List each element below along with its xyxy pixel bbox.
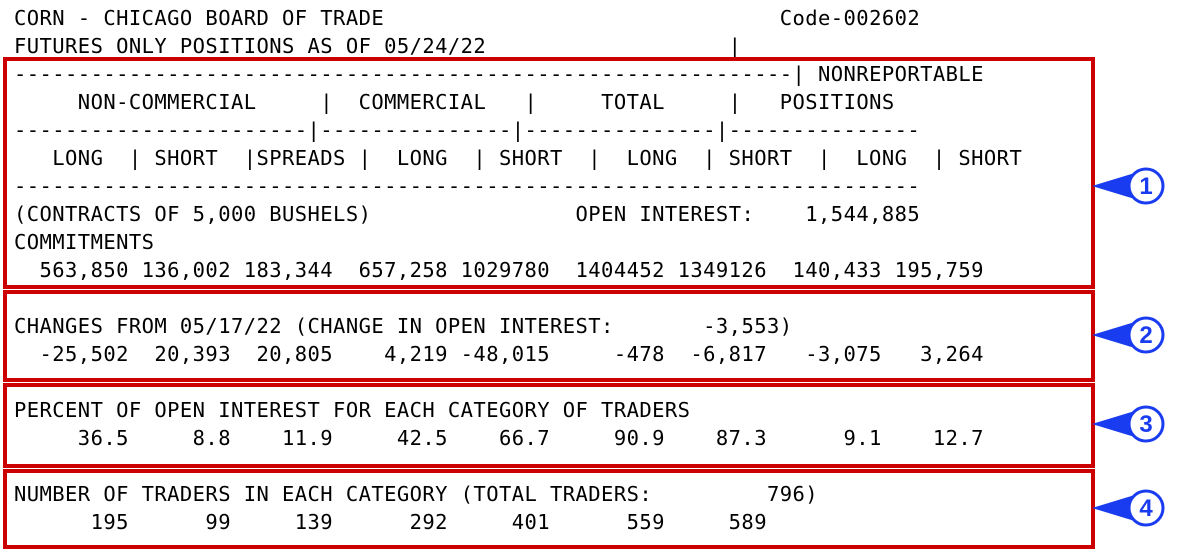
report-code: Code-002602: [779, 6, 921, 30]
percent-label: PERCENT OF OPEN INTEREST FOR EACH CATEGO…: [14, 398, 691, 422]
marker-3: 3: [1090, 402, 1168, 446]
section-box-4: [3, 469, 1095, 549]
line-traders-values: 195 99 139 292 401 559 589: [14, 508, 767, 536]
header-positions: POSITIONS: [741, 90, 933, 114]
report-title: CORN - CHICAGO BOARD OF TRADE: [14, 6, 385, 30]
header-nonreportable: NONREPORTABLE: [818, 62, 984, 86]
line-percent-label: PERCENT OF OPEN INTEREST FOR EACH CATEGO…: [14, 396, 690, 424]
marker-1-label: 1: [1139, 173, 1152, 200]
header-noncommercial: NON-COMMERCIAL: [14, 90, 321, 114]
line-sep-mid: -----------------------|---------------|…: [14, 118, 921, 142]
commitments-label: COMMITMENTS: [14, 230, 155, 254]
open-interest-label: OPEN INTEREST:: [575, 202, 755, 226]
traders-values: 195 99 139 292 401 559 589: [14, 510, 767, 534]
traders-total: 796): [652, 482, 819, 506]
units-label: (CONTRACTS OF 5,000 BUSHELS): [14, 202, 372, 226]
line-column-headers: LONG | SHORT |SPREADS | LONG | SHORT | L…: [14, 144, 1048, 172]
line-traders-label: NUMBER OF TRADERS IN EACH CATEGORY (TOTA…: [14, 480, 818, 508]
line-percent-values: 36.5 8.8 11.9 42.5 66.7 90.9 87.3 9.1 12…: [14, 424, 984, 452]
traders-label: NUMBER OF TRADERS IN EACH CATEGORY (TOTA…: [14, 482, 653, 506]
section-box-2: [3, 290, 1095, 382]
marker-4-label: 4: [1139, 495, 1153, 522]
marker-4: 4: [1090, 486, 1168, 530]
line-commitments-label: COMMITMENTS: [14, 228, 154, 256]
line-changes-values: -25,502 20,393 20,805 4,219 -48,015 -478…: [14, 340, 984, 368]
line-title: CORN - CHICAGO BOARD OF TRADE Code-00260…: [14, 4, 920, 32]
column-headers: LONG | SHORT |SPREADS | LONG | SHORT | L…: [14, 146, 1048, 170]
line-units: (CONTRACTS OF 5,000 BUSHELS) OPEN INTERE…: [14, 200, 920, 228]
marker-3-label: 3: [1139, 411, 1152, 438]
line-subtitle: FUTURES ONLY POSITIONS AS OF 05/24/22 |: [14, 34, 742, 58]
line-group-headers: NON-COMMERCIAL | COMMERCIAL | TOTAL | PO…: [14, 90, 933, 114]
commitments-values: 563,850 136,002 183,344 657,258 1029780 …: [14, 258, 984, 282]
marker-2: 2: [1090, 313, 1168, 357]
marker-1: 1: [1090, 164, 1168, 208]
line-sep-top: ----------------------------------------…: [14, 62, 984, 86]
open-interest-value: 1,544,885: [805, 202, 921, 226]
changes-values: -25,502 20,393 20,805 4,219 -48,015 -478…: [14, 342, 984, 366]
changes-label: CHANGES FROM 05/17/22 (CHANGE IN OPEN IN…: [14, 314, 614, 338]
line-commitments-values: 563,850 136,002 183,344 657,258 1029780 …: [14, 256, 984, 284]
header-commercial: COMMERCIAL: [333, 90, 525, 114]
report-subtitle: FUTURES ONLY POSITIONS AS OF 05/24/22: [14, 34, 487, 58]
section-box-1: [3, 57, 1095, 289]
header-total: TOTAL: [537, 90, 729, 114]
percent-values: 36.5 8.8 11.9 42.5 66.7 90.9 87.3 9.1 12…: [14, 426, 984, 450]
marker-2-label: 2: [1139, 322, 1152, 349]
section-box-3: [3, 383, 1095, 468]
line-sep-bottom: ----------------------------------------…: [14, 174, 921, 198]
line-changes-label: CHANGES FROM 05/17/22 (CHANGE IN OPEN IN…: [14, 312, 793, 340]
changes-oi: -3,553): [613, 314, 793, 338]
